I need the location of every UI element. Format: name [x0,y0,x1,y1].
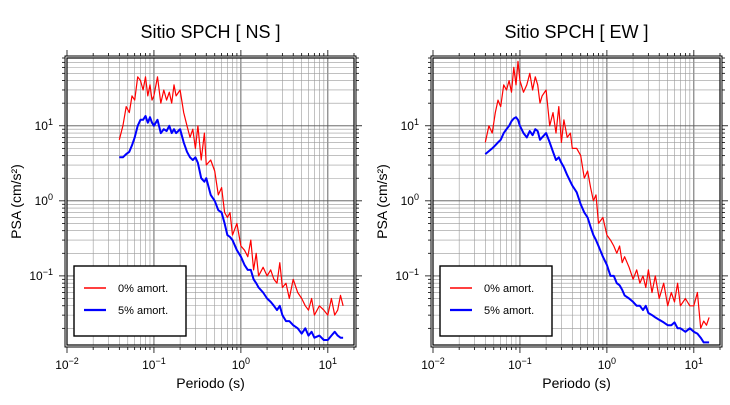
x-tick-label-base: 10 [598,358,612,372]
y-tick-label: 100 [35,192,53,208]
legend-label: 5% amort. [484,305,534,317]
plot-frame-outer [430,55,723,348]
y-tick-label: 10−1 [29,267,53,283]
legend-label: 0% amort. [118,283,168,295]
legend-box [73,265,187,337]
x-tick-label: 10−2 [55,356,79,372]
x-tick-label-base: 10 [319,358,333,372]
x-tick-label-exponent: −2 [69,356,79,366]
x-tick-label: 10−1 [508,356,532,372]
y-tick-label-exponent: 0 [48,192,53,202]
x-tick-label-base: 10 [232,358,246,372]
x-tick-label-exponent: 1 [698,356,703,366]
series-group [118,76,344,341]
grid [66,57,355,345]
x-tick-label-base: 10 [142,358,156,372]
x-tick-label-exponent: 1 [332,356,337,366]
x-tick-label-base: 10 [508,358,522,372]
legend: 0% amort. 5% amort. [439,265,553,337]
y-tick-label-base: 10 [401,194,415,208]
x-tick-label-base: 10 [685,358,699,372]
y-tick-label: 101 [401,117,419,133]
x-axis-label: Periodo (s) [542,375,610,391]
legend-label: 5% amort. [118,305,168,317]
x-axis-label: Periodo (s) [176,375,244,391]
tick-marks [425,50,728,353]
series-line-undamped [484,60,710,329]
series-line-damped [484,116,710,344]
y-tick-label-exponent: −1 [43,267,53,277]
y-tick-label-base: 10 [35,194,49,208]
x-tick-label-exponent: −1 [155,356,165,366]
x-tick-label-base: 10 [55,358,69,372]
y-tick-label-exponent: 1 [48,117,53,127]
x-tick-label-exponent: 0 [611,356,616,366]
tick-marks [59,50,362,353]
legend-label: 0% amort. [484,283,534,295]
plot-frame [432,57,721,346]
x-tick-label: 100 [232,356,250,372]
legend-box [439,265,553,337]
series-line-damped [119,115,344,341]
y-tick-label-base: 10 [401,119,415,133]
x-tick-label: 10−2 [421,356,445,372]
y-tick-label-base: 10 [29,269,43,283]
y-tick-label-exponent: −1 [409,267,419,277]
y-tick-label-exponent: 1 [414,117,419,127]
y-tick-label-exponent: 0 [414,192,419,202]
series-line-undamped [118,76,344,316]
plot-frame [66,57,355,346]
y-tick-label: 100 [401,192,419,208]
x-tick-label-exponent: −2 [435,356,445,366]
y-tick-label: 101 [35,117,53,133]
series-group [484,60,710,344]
x-tick-label: 101 [319,356,337,372]
x-tick-label-exponent: −1 [521,356,531,366]
x-tick-label-base: 10 [421,358,435,372]
y-tick-label: 10−1 [395,267,419,283]
y-axis-label: PSA (cm/s²) [8,164,24,239]
y-tick-label-base: 10 [35,119,49,133]
x-tick-label: 101 [685,356,703,372]
x-tick-label: 10−1 [142,356,166,372]
x-tick-label: 100 [598,356,616,372]
y-axis-label: PSA (cm/s²) [374,164,390,239]
chart-title: Sitio SPCH [ NS ] [140,22,280,42]
chart-title: Sitio SPCH [ EW ] [504,22,648,42]
plot-frame-outer [64,55,357,348]
x-tick-label-exponent: 0 [245,356,250,366]
y-tick-label-base: 10 [395,269,409,283]
legend: 0% amort. 5% amort. [73,265,187,337]
